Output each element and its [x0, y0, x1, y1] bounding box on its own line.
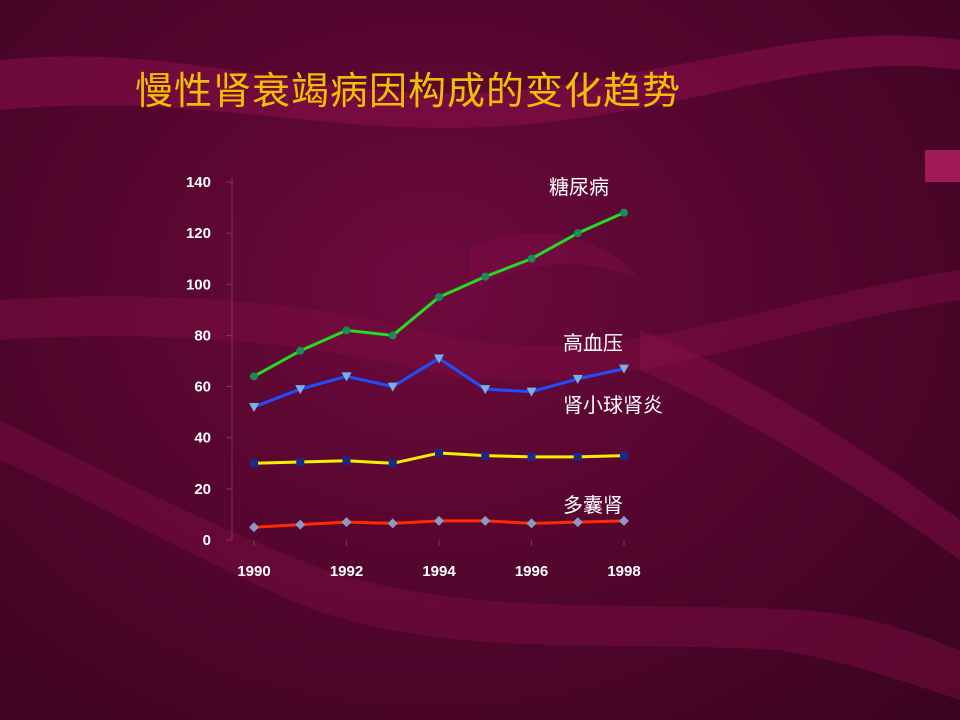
y-tick-label: 140: [186, 174, 211, 191]
x-tick-label: 1990: [237, 563, 270, 580]
y-tick-label: 80: [194, 327, 211, 344]
slide-title: 慢性肾衰竭病因构成的变化趋势: [135, 69, 682, 113]
y-tick-label: 40: [194, 430, 211, 447]
data-point: [480, 385, 491, 395]
data-point: [480, 515, 491, 526]
data-point: [527, 254, 536, 263]
x-axis-ticks: 1990 1992 1994 1996 1998: [237, 540, 641, 580]
data-point: [388, 331, 397, 340]
data-point: [388, 459, 397, 468]
data-point: [387, 382, 398, 392]
data-point: [341, 517, 352, 528]
data-point: [526, 387, 537, 397]
data-point: [295, 385, 306, 395]
data-point: [296, 346, 305, 355]
x-tick-label: 1998: [607, 563, 640, 580]
data-point: [481, 451, 490, 460]
data-point: [295, 519, 306, 530]
data-point: [387, 518, 398, 529]
data-point: [619, 364, 629, 374]
y-tick-label: 60: [194, 379, 211, 396]
data-point: [527, 452, 536, 461]
y-tick-label: 20: [194, 481, 211, 498]
y-axis-ticks: 0 20 40 60 80 100 120 140: [186, 174, 232, 549]
data-point: [573, 452, 582, 461]
data-point: [249, 522, 259, 533]
data-point: [435, 293, 443, 302]
data-point: [573, 229, 582, 238]
x-tick-label: 1994: [422, 563, 456, 580]
data-point: [481, 272, 490, 281]
data-point: [620, 451, 628, 460]
series-label: 高血压: [563, 331, 623, 355]
data-point: [434, 515, 444, 526]
series-label: 糖尿病: [549, 175, 609, 199]
data-point: [342, 326, 351, 335]
data-point: [342, 456, 351, 465]
y-tick-label: 0: [203, 532, 211, 549]
x-tick-label: 1992: [330, 563, 363, 580]
data-point: [341, 372, 352, 382]
y-tick-label: 120: [186, 225, 211, 242]
data-point: [572, 517, 583, 528]
x-tick-label: 1996: [515, 563, 548, 580]
data-point: [435, 449, 443, 458]
data-point: [249, 403, 259, 413]
data-point: [526, 518, 537, 529]
y-tick-label: 100: [186, 276, 211, 293]
data-point: [434, 354, 444, 364]
data-point: [250, 459, 258, 468]
series-label: 多囊肾: [563, 493, 623, 517]
data-point: [572, 374, 583, 384]
series-group: [249, 208, 629, 533]
series-label: 肾小球肾炎: [563, 393, 663, 417]
data-point: [296, 458, 305, 467]
data-point: [620, 208, 628, 217]
data-point: [250, 372, 258, 381]
data-point: [619, 515, 629, 526]
